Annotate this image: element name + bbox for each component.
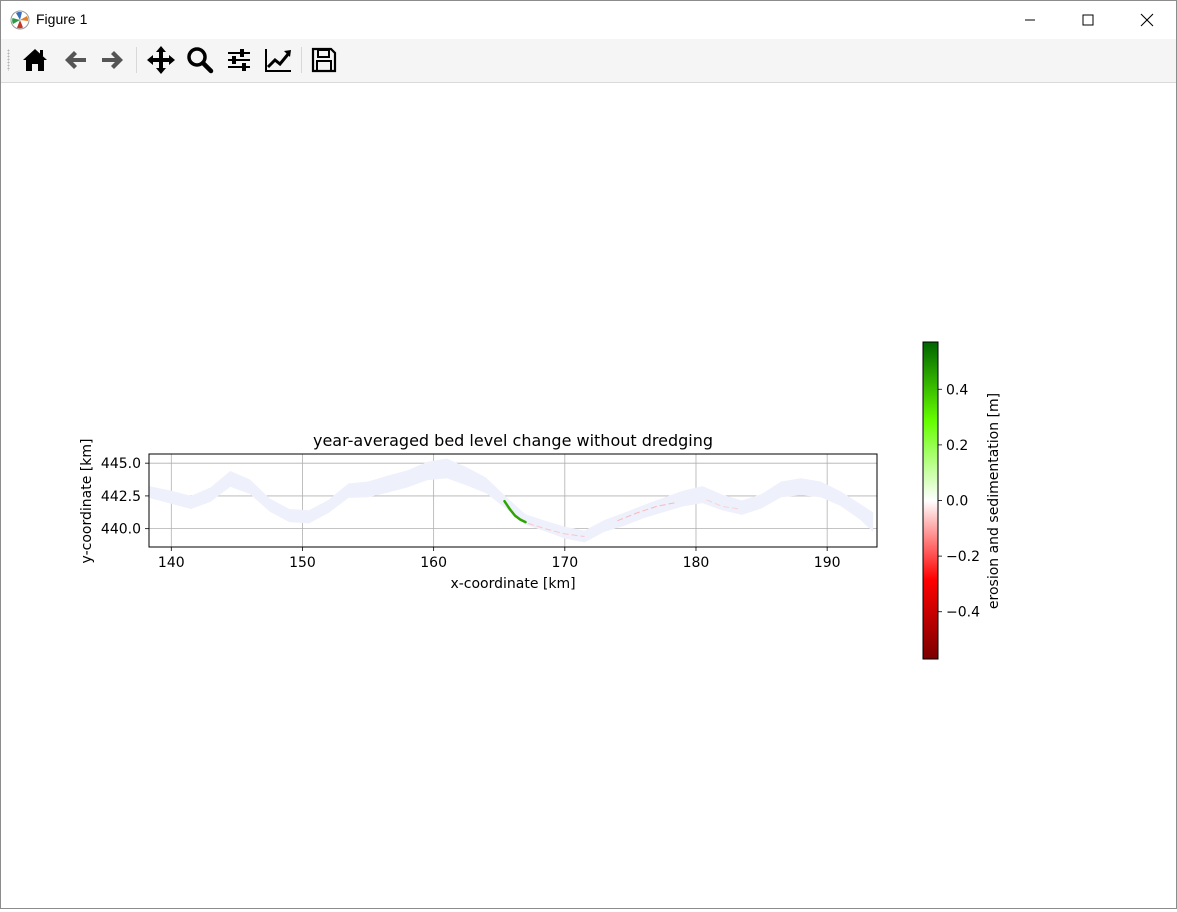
river-domain	[149, 458, 874, 543]
edit-axes-button[interactable]	[261, 43, 295, 77]
save-button[interactable]	[307, 43, 341, 77]
y-tick-label: 445.0	[101, 456, 141, 472]
colorbar-tick-label: −0.4	[946, 605, 980, 621]
bed-level-map	[149, 458, 874, 543]
colorbar-ticks: −0.4 −0.2 0.0 0.2 0.4	[938, 382, 980, 621]
zoom-button[interactable]	[183, 43, 217, 77]
home-icon	[23, 49, 47, 71]
floppy-disk-icon	[311, 47, 337, 73]
close-icon	[1140, 13, 1154, 27]
minimize-button[interactable]	[1001, 1, 1059, 39]
toolbar-separator	[136, 47, 137, 73]
colorbar	[922, 341, 939, 660]
x-axis-label: x-coordinate [km]	[450, 576, 575, 592]
arrow-right-icon	[102, 51, 123, 69]
chart-svg: 140 150 160 170 180 190 440.0 442.5 445.0 year-a…	[79, 341, 1002, 660]
sliders-icon	[228, 49, 250, 71]
x-tick-label: 180	[683, 555, 710, 571]
maximize-button[interactable]	[1059, 1, 1117, 39]
arrow-left-icon	[65, 51, 86, 69]
chart-title: year-averaged bed level change without d…	[313, 431, 713, 450]
erosion-trace	[617, 502, 677, 522]
x-tick-label: 160	[420, 555, 447, 571]
toolbar-separator	[301, 47, 302, 73]
x-tick-label: 170	[551, 555, 578, 571]
y-axis-label: y-coordinate [km]	[79, 439, 95, 564]
x-tick-label: 190	[814, 555, 841, 571]
y-tick-label: 442.5	[101, 489, 141, 505]
sedimentation-patch	[503, 499, 527, 524]
x-tick-label: 150	[289, 555, 316, 571]
move-arrows-icon	[147, 46, 175, 74]
erosion-trace	[527, 522, 585, 537]
figure-canvas[interactable]: 140 150 160 170 180 190 440.0 442.5 445.0 year-a…	[1, 83, 1176, 908]
colorbar-tick-label: 0.4	[946, 382, 968, 398]
magnifier-icon	[187, 47, 214, 74]
colorbar-tick-label: 0.0	[946, 494, 968, 510]
toolbar-grip[interactable]	[7, 49, 10, 71]
minimize-icon	[1025, 19, 1035, 21]
x-tick-label: 140	[158, 555, 185, 571]
line-chart-icon	[265, 49, 291, 72]
maximize-icon	[1082, 14, 1094, 26]
close-button[interactable]	[1118, 1, 1176, 39]
colorbar-label: erosion and sedimentation [m]	[986, 393, 1002, 609]
colorbar-tick-label: 0.2	[946, 438, 968, 454]
pan-button[interactable]	[144, 43, 178, 77]
colorbar-tick-label: −0.2	[946, 549, 980, 565]
forward-button[interactable]	[96, 43, 130, 77]
window-title: Figure 1	[36, 11, 88, 27]
y-tick-label: 440.0	[101, 522, 141, 538]
configure-subplots-button[interactable]	[222, 43, 256, 77]
back-button[interactable]	[58, 43, 92, 77]
navigation-toolbar	[1, 39, 1176, 83]
axes-frame	[148, 453, 878, 548]
erosion-trace	[706, 499, 740, 510]
title-bar[interactable]: Figure 1	[1, 1, 1176, 39]
home-button[interactable]	[18, 43, 52, 77]
matplotlib-logo-icon	[10, 10, 30, 30]
axis-ticks: 140 150 160 170 180 190 440.0 442.5 445.0	[101, 456, 841, 571]
